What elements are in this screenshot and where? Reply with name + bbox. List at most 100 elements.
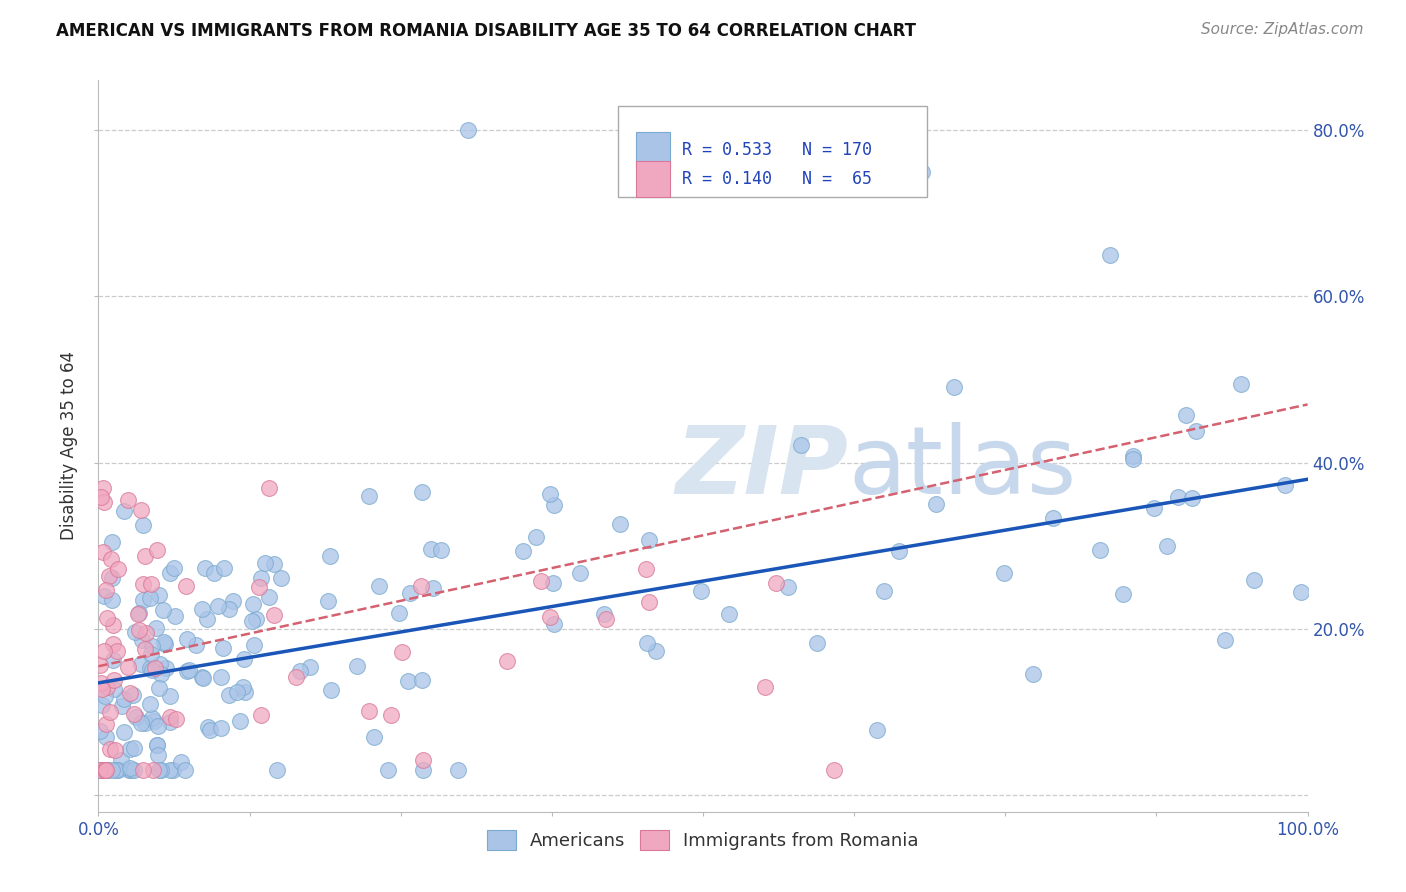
Point [89, 763, 111, 777]
Point [112, 691, 135, 706]
Point [232, 680, 254, 694]
Point [128, 606, 150, 620]
Point [118, 742, 141, 756]
Point [776, 580, 799, 594]
Point [636, 636, 658, 650]
Point [298, 660, 321, 674]
Point [139, 698, 162, 712]
Point [496, 654, 519, 668]
Point [1021, 666, 1043, 681]
Point [93, 643, 115, 657]
Text: R = 0.140   N =  65: R = 0.140 N = 65 [682, 170, 873, 188]
Point [1230, 377, 1253, 392]
Point [191, 602, 214, 616]
Point [118, 763, 141, 777]
Point [143, 714, 166, 728]
Point [266, 763, 288, 777]
Point [214, 561, 236, 575]
Point [132, 763, 155, 777]
Point [159, 566, 181, 581]
Point [100, 571, 122, 585]
Point [765, 576, 787, 591]
Point [107, 763, 129, 777]
Point [346, 659, 368, 673]
Point [96, 582, 118, 597]
Point [93, 763, 115, 777]
Text: atlas: atlas [848, 422, 1077, 514]
Point [233, 652, 256, 666]
Point [141, 639, 163, 653]
Point [194, 561, 217, 575]
Point [233, 685, 256, 699]
Point [359, 489, 381, 503]
Point [159, 763, 181, 777]
Point [89, 723, 111, 738]
Point [209, 721, 232, 735]
Point [94, 763, 117, 777]
Point [149, 667, 172, 681]
Point [430, 543, 453, 558]
Point [447, 763, 470, 777]
Point [717, 607, 740, 621]
Point [94, 690, 117, 704]
Point [253, 556, 276, 570]
Point [105, 643, 128, 657]
Point [1090, 542, 1112, 557]
Point [100, 742, 122, 756]
Point [98, 705, 121, 719]
Point [112, 504, 135, 518]
Point [101, 763, 124, 777]
Text: AMERICAN VS IMMIGRANTS FROM ROMANIA DISABILITY AGE 35 TO 64 CORRELATION CHART: AMERICAN VS IMMIGRANTS FROM ROMANIA DISA… [56, 22, 917, 40]
Point [94, 763, 117, 777]
Point [101, 653, 124, 667]
Point [422, 581, 444, 595]
Point [174, 579, 197, 593]
Point [152, 634, 174, 648]
Point [93, 763, 115, 777]
Point [411, 484, 433, 499]
Point [911, 164, 934, 178]
Point [165, 608, 187, 623]
Point [1213, 633, 1236, 648]
Point [645, 644, 668, 658]
Point [97, 763, 120, 777]
Point [127, 607, 149, 622]
Point [1274, 477, 1296, 491]
Point [530, 574, 553, 589]
Point [191, 670, 214, 684]
Point [159, 689, 181, 703]
Point [399, 585, 422, 599]
Point [1122, 449, 1144, 463]
Point [319, 549, 342, 564]
Point [174, 763, 197, 777]
Point [790, 438, 813, 452]
Point [128, 623, 150, 637]
Point [91, 698, 114, 712]
Point [993, 566, 1015, 581]
Point [90, 676, 112, 690]
Point [263, 558, 285, 572]
Point [94, 763, 117, 777]
Point [132, 593, 155, 607]
Point [122, 763, 145, 777]
Point [117, 660, 139, 674]
Point [145, 739, 167, 753]
Point [412, 753, 434, 767]
Point [1099, 248, 1122, 262]
Point [543, 617, 565, 632]
Point [139, 576, 162, 591]
Point [543, 576, 565, 591]
Point [101, 593, 124, 607]
Point [1243, 573, 1265, 587]
Point [111, 698, 134, 713]
Point [93, 589, 115, 603]
Point [159, 715, 181, 730]
Point [148, 763, 170, 777]
Point [122, 741, 145, 756]
Bar [637, 132, 671, 168]
Point [1175, 408, 1198, 422]
Point [247, 580, 270, 594]
Point [103, 617, 125, 632]
Point [823, 763, 845, 777]
Point [211, 641, 233, 656]
